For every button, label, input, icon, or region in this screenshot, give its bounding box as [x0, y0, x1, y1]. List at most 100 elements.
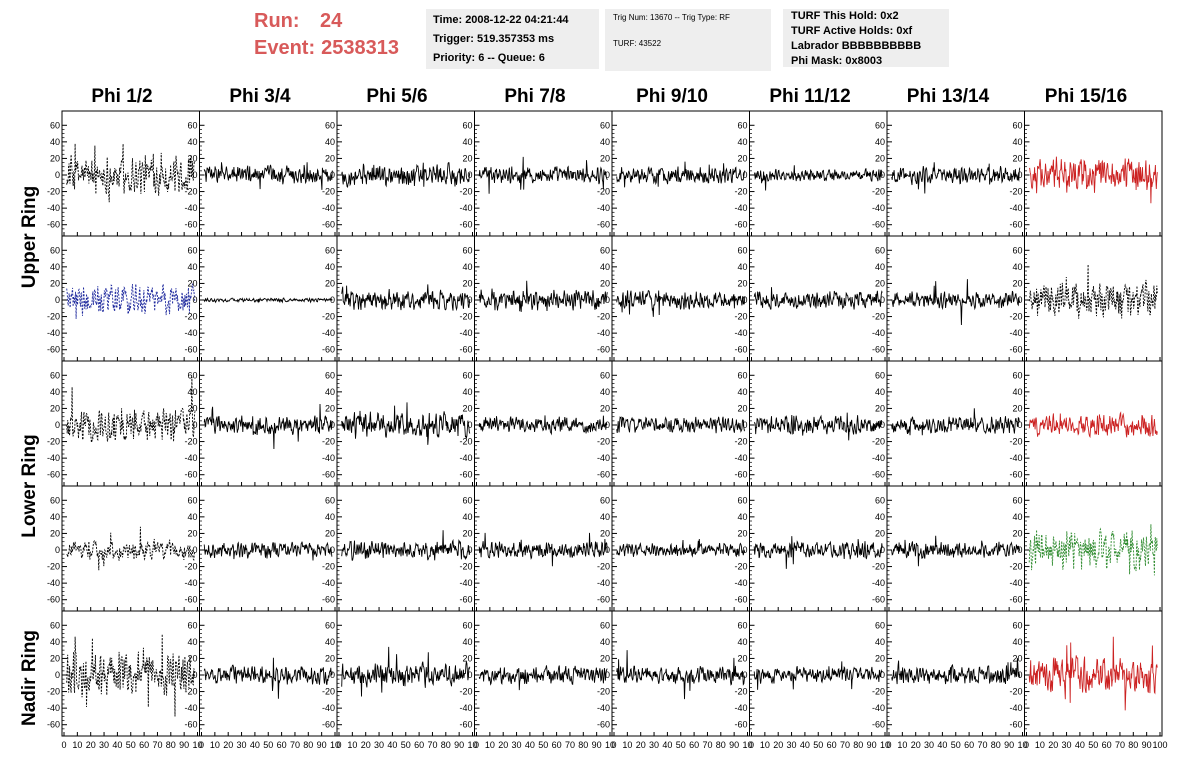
x-tick-label: 80	[578, 740, 588, 750]
y-tick-label: 0	[192, 420, 197, 430]
x-tick-label: 30	[99, 740, 109, 750]
y-tick-label: -20	[597, 312, 610, 322]
event-value: 2538313	[321, 37, 399, 59]
y-tick-label: 40	[600, 637, 610, 647]
waveform-trace-r1-c1	[66, 143, 196, 203]
y-tick-label: -60	[597, 595, 610, 605]
waveform-trace-r2-c1	[66, 283, 196, 319]
waveform-trace-r2-c2	[203, 297, 333, 304]
waveform-trace-r5-c8	[1028, 636, 1158, 711]
y-tick-label: 0	[467, 545, 472, 555]
x-tick-label: 20	[636, 740, 646, 750]
y-tick-label: 20	[187, 528, 197, 538]
y-tick-label: 0	[330, 670, 335, 680]
y-tick-label: -60	[184, 595, 197, 605]
x-tick-label: 20	[361, 740, 371, 750]
x-tick-label: 70	[152, 740, 162, 750]
y-tick-label: 60	[1012, 495, 1022, 505]
y-tick-label: 60	[737, 120, 747, 130]
x-tick-label: 40	[525, 740, 535, 750]
y-tick-label: 20	[187, 278, 197, 288]
y-tick-label: -20	[1009, 687, 1022, 697]
y-tick-label: 20	[1012, 528, 1022, 538]
waveform-trace-r1-c5	[616, 161, 746, 188]
labrador-line: Labrador BBBBBBBBBB	[791, 40, 922, 52]
y-tick-label: -20	[872, 312, 885, 322]
y-tick-label: -20	[872, 437, 885, 447]
y-tick-label: 60	[1012, 620, 1022, 630]
y-tick-label: -60	[734, 720, 747, 730]
x-tick-label: 80	[991, 740, 1001, 750]
run-label: Run:	[254, 10, 300, 32]
y-tick-label: 20	[875, 528, 885, 538]
y-tick-label: 0	[742, 670, 747, 680]
y-tick-label: -20	[734, 562, 747, 572]
y-tick-label: 40	[325, 512, 335, 522]
y-tick-label: 40	[1012, 387, 1022, 397]
x-tick-label: 0	[749, 740, 754, 750]
y-tick-label: 0	[467, 295, 472, 305]
y-tick-label: -20	[872, 562, 885, 572]
waveform-trace-r5-c3	[341, 646, 471, 697]
x-tick-label: 0	[1024, 740, 1029, 750]
y-tick-label: -40	[47, 203, 60, 213]
y-tick-label: 20	[462, 153, 472, 163]
y-tick-label: -20	[47, 312, 60, 322]
y-tick-label: -60	[1009, 345, 1022, 355]
waveform-trace-r3-c2	[203, 403, 333, 450]
x-tick-label: 50	[538, 740, 548, 750]
y-tick-label: 20	[50, 403, 60, 413]
y-tick-label: 20	[600, 653, 610, 663]
y-tick-label: 60	[187, 495, 197, 505]
x-tick-label: 40	[112, 740, 122, 750]
y-tick-label: 40	[462, 137, 472, 147]
y-tick-label: -40	[872, 453, 885, 463]
x-tick-label: 90	[317, 740, 327, 750]
y-tick-label: -60	[322, 595, 335, 605]
x-tick-label: 70	[977, 740, 987, 750]
y-tick-label: 40	[462, 512, 472, 522]
y-tick-label: 0	[1017, 170, 1022, 180]
y-tick-label: -40	[322, 203, 335, 213]
waveform-trace-r1-c6	[753, 165, 883, 191]
event-line: Event: 2538313	[254, 35, 399, 62]
y-tick-label: 60	[737, 495, 747, 505]
y-tick-label: 20	[462, 278, 472, 288]
x-tick-label: 90	[179, 740, 189, 750]
x-tick-label: 10	[210, 740, 220, 750]
x-tick-label: 60	[552, 740, 562, 750]
active-line: TURF Active Holds: 0xf	[791, 25, 913, 37]
y-tick-label: 60	[600, 370, 610, 380]
y-tick-label: 40	[325, 637, 335, 647]
y-tick-label: -60	[872, 470, 885, 480]
y-tick-label: 0	[880, 295, 885, 305]
y-tick-label: 40	[187, 137, 197, 147]
y-tick-label: -40	[1009, 203, 1022, 213]
y-tick-label: -20	[734, 187, 747, 197]
y-tick-label: 20	[1012, 653, 1022, 663]
y-tick-label: 60	[187, 120, 197, 130]
column-header-phi-15-16: Phi 15/16	[1044, 86, 1128, 107]
y-tick-label: -60	[47, 345, 60, 355]
y-tick-label: -20	[184, 187, 197, 197]
x-tick-label: 60	[964, 740, 974, 750]
y-tick-label: 20	[325, 653, 335, 663]
x-tick-label: 70	[427, 740, 437, 750]
y-tick-label: 60	[737, 620, 747, 630]
x-tick-label: 80	[853, 740, 863, 750]
y-tick-label: -20	[184, 437, 197, 447]
x-tick-label: 10	[605, 740, 615, 750]
y-tick-label: -60	[184, 220, 197, 230]
y-tick-label: -40	[184, 578, 197, 588]
y-tick-label: 0	[55, 420, 60, 430]
column-header-phi-9-10: Phi 9/10	[636, 86, 708, 107]
x-tick-label: 0	[886, 740, 891, 750]
y-tick-label: 40	[50, 262, 60, 272]
column-header-phi-5-6: Phi 5/6	[366, 86, 428, 107]
x-tick-label: 10	[467, 740, 477, 750]
y-tick-label: 0	[467, 420, 472, 430]
y-tick-label: 60	[600, 495, 610, 505]
waveform-trace-r2-c6	[753, 287, 883, 310]
y-tick-label: 60	[187, 370, 197, 380]
